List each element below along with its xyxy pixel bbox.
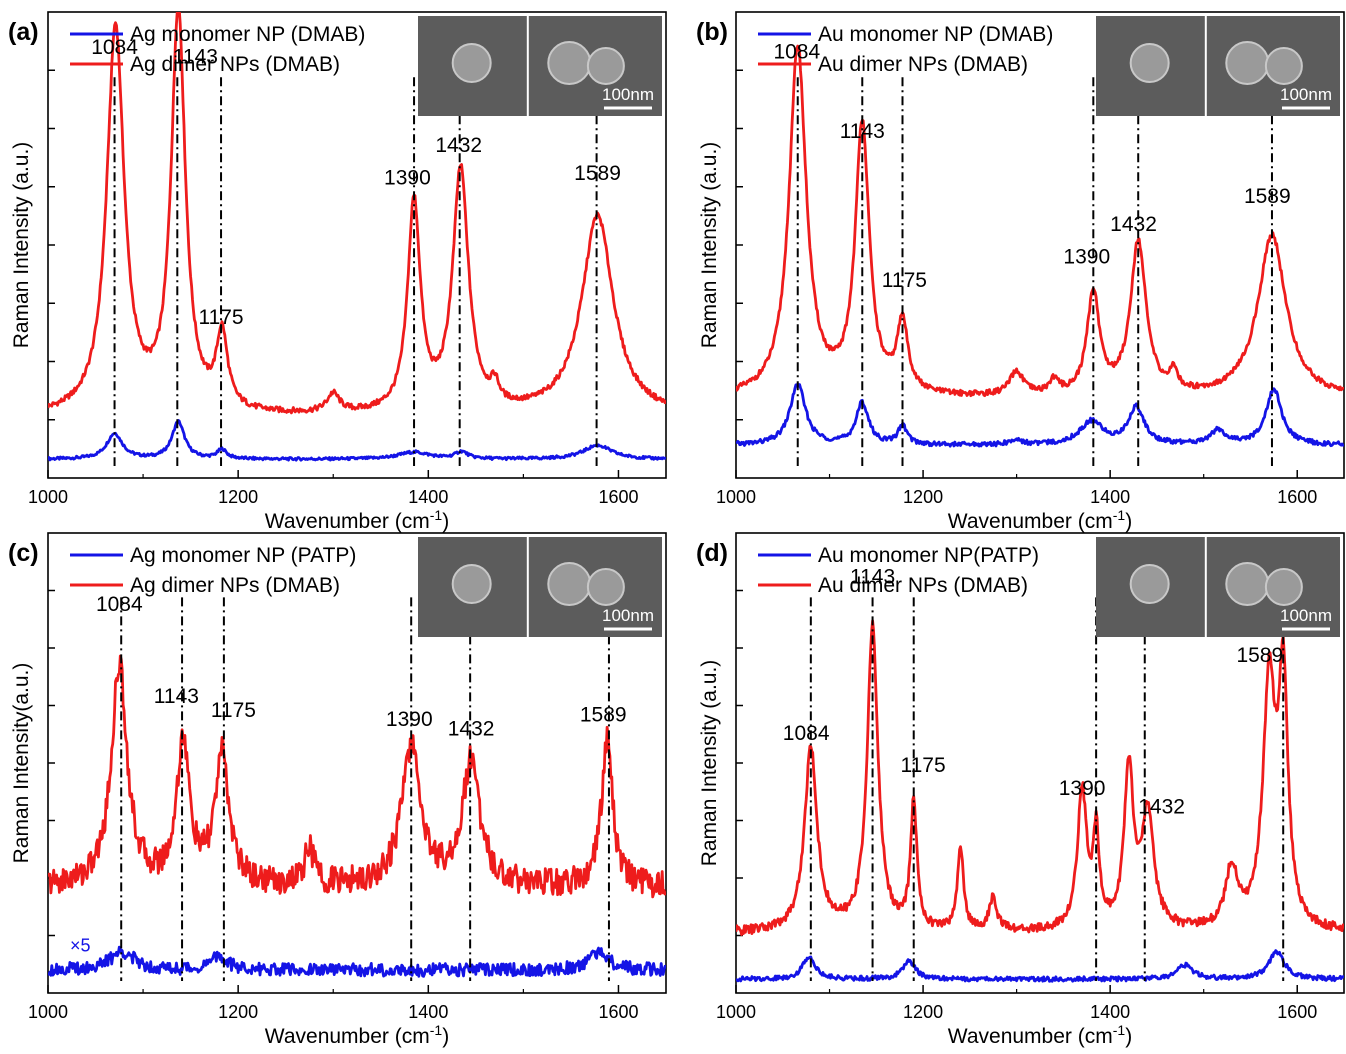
x-tick-label: 1400 <box>408 1002 448 1022</box>
series-line-monomer <box>736 382 1344 448</box>
peak-label: 1084 <box>773 41 820 64</box>
sem-inset: 100nm <box>1096 537 1340 637</box>
peak-label: 1175 <box>900 754 945 777</box>
sem-dimer-particle <box>547 41 592 85</box>
sem-dimer-particle <box>1225 562 1270 606</box>
peak-label: 1390 <box>386 708 433 731</box>
x-axis-title: Wavenumber (cm-1) <box>948 507 1132 533</box>
peak-label: 1432 <box>435 134 482 157</box>
peak-label: 1390 <box>384 166 431 189</box>
peak-label: 1084 <box>783 722 830 745</box>
legend-label: Au dimer NPs (DMAB) <box>818 53 1028 76</box>
panel-label: (c) <box>8 539 39 567</box>
x-tick-label: 1600 <box>598 1002 638 1022</box>
peak-label: 1143 <box>850 566 895 589</box>
sem-dimer-particle <box>1264 47 1303 85</box>
y-axis-title: Raman Intensity(a.u.) <box>10 663 33 864</box>
x-tick-label: 1000 <box>28 487 68 507</box>
x-tick-label: 1000 <box>716 487 756 507</box>
legend-label: Au monomer NP (DMAB) <box>818 23 1053 46</box>
x-axis-title: Wavenumber (cm-1) <box>948 1022 1132 1048</box>
series-line-monomer <box>736 949 1344 983</box>
sem-dimer-particle <box>1264 568 1303 606</box>
series-line-dimer <box>48 12 666 415</box>
x-tick-label: 1200 <box>903 487 943 507</box>
peak-label: 1432 <box>448 717 495 740</box>
sem-monomer-particle <box>451 564 492 604</box>
peak-label: 1390 <box>1063 246 1110 269</box>
scale-bar-label: 100nm <box>1280 85 1332 104</box>
peak-label: 1175 <box>211 699 256 722</box>
panel-c: 1000 1200 1400 1600 Wavenumber (cm-1) Raman I… <box>8 532 667 1048</box>
sem-inset: 100nm <box>1096 16 1340 116</box>
sem-monomer-particle <box>451 43 492 83</box>
series-line-dimer <box>736 619 1344 936</box>
legend-label: Ag monomer NP (DMAB) <box>130 23 365 46</box>
x-tick-label: 1400 <box>408 487 448 507</box>
scale-bar-label: 100nm <box>602 606 654 625</box>
legend-label: Ag dimer NPs (DMAB) <box>130 53 340 76</box>
panel-label: (b) <box>696 18 728 46</box>
x-tick-label: 1000 <box>28 1002 68 1022</box>
legend-label: Au monomer NP(PATP) <box>818 544 1039 567</box>
series-line-dimer <box>736 44 1344 398</box>
sem-monomer-particle <box>1129 564 1170 604</box>
y-axis-title: Raman Intensity (a.u.) <box>698 142 721 349</box>
x-tick-label: 1400 <box>1090 487 1130 507</box>
sem-inset: 100nm <box>418 537 662 637</box>
x-tick-label: 1000 <box>716 1002 756 1022</box>
peak-label: 1084 <box>91 36 138 59</box>
panel-a: 1000 1200 1400 1600 Wavenumber (cm-1) Raman I… <box>8 11 667 533</box>
multiplier-label: ×5 <box>70 936 91 956</box>
x-tick-label: 1600 <box>1277 1002 1317 1022</box>
sem-dimer-particle <box>547 562 592 606</box>
x-tick-label: 1200 <box>218 487 258 507</box>
peak-label: 1589 <box>580 704 627 727</box>
panel-b: 1000 1200 1400 1600 Wavenumber (cm-1) Raman I… <box>696 11 1345 533</box>
peak-label: 1589 <box>574 162 621 185</box>
y-axis-title: Raman Intensity (a.u.) <box>10 142 33 349</box>
peak-label: 1143 <box>840 120 885 143</box>
sem-dimer-particle <box>586 47 625 85</box>
x-tick-label: 1400 <box>1090 1002 1130 1022</box>
sem-dimer-particle <box>1225 41 1270 85</box>
panel-label: (d) <box>696 539 728 567</box>
peak-label: 1432 <box>1110 213 1157 236</box>
scale-bar-label: 100nm <box>1280 606 1332 625</box>
scale-bar-label: 100nm <box>602 85 654 104</box>
series-line-monomer <box>48 419 666 462</box>
peak-label: 1589 <box>1236 644 1283 667</box>
peak-label: 1175 <box>882 269 927 292</box>
peak-label: 1432 <box>1138 796 1185 819</box>
panel-label: (a) <box>8 18 39 46</box>
peak-label: 1084 <box>96 593 143 616</box>
legend-label: Ag dimer NPs (DMAB) <box>130 574 340 597</box>
x-tick-label: 1200 <box>903 1002 943 1022</box>
x-tick-label: 1600 <box>1277 487 1317 507</box>
panel-d: 1000 1200 1400 1600 Wavenumber (cm-1) Raman I… <box>696 532 1345 1048</box>
sem-dimer-particle <box>586 568 625 606</box>
sem-monomer-particle <box>1129 43 1170 83</box>
sem-inset: 100nm <box>418 16 662 116</box>
legend-label: Au dimer NPs (DMAB) <box>818 574 1028 597</box>
peak-label: 1143 <box>173 45 218 68</box>
series-line-monomer <box>48 945 666 978</box>
x-tick-label: 1600 <box>598 487 638 507</box>
peak-label: 1589 <box>1244 185 1291 208</box>
legend-label: Ag monomer NP (PATP) <box>130 544 356 567</box>
peak-label: 1175 <box>198 306 243 329</box>
peak-label: 1143 <box>154 685 199 708</box>
y-axis-title: Raman Intensity (a.u.) <box>698 660 721 867</box>
x-axis-title: Wavenumber (cm-1) <box>265 507 449 533</box>
peak-label: 1390 <box>1059 777 1106 800</box>
series-line-dimer <box>48 654 666 899</box>
x-tick-label: 1200 <box>218 1002 258 1022</box>
x-axis-title: Wavenumber (cm-1) <box>265 1022 449 1048</box>
